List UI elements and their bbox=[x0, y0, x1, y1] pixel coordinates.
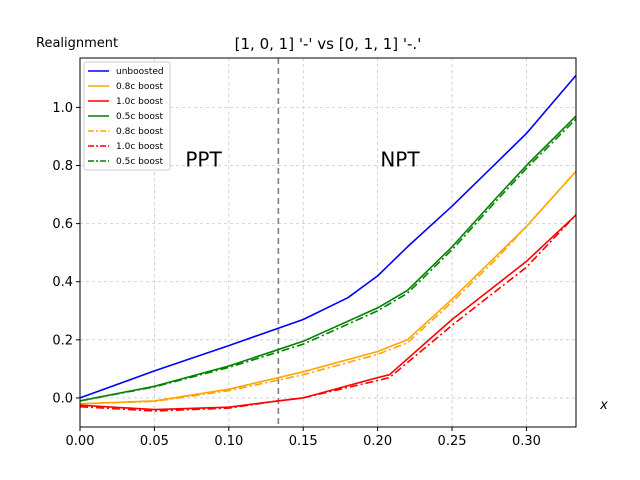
legend-label: unboosted bbox=[116, 67, 164, 77]
plot-frame bbox=[79, 57, 577, 428]
y-tick-label: 0.6 bbox=[52, 217, 73, 232]
x-axis-label: x bbox=[599, 398, 608, 413]
y-tick-label: 0.2 bbox=[52, 333, 73, 348]
series-line-6 bbox=[79, 214, 577, 412]
axis-ticks: 0.00 0.05 0.10 0.15 0.20 0.25 0.30 0.0 0.2 0.4 0.6… bbox=[52, 101, 541, 449]
legend-label: 0.5c boost bbox=[116, 112, 164, 122]
series-line-1 bbox=[79, 74, 577, 399]
series-line-3 bbox=[79, 214, 577, 411]
x-tick-label: 0.20 bbox=[363, 434, 392, 449]
chart-title: [1, 0, 1] '-' vs [0, 1, 1] '-.' bbox=[235, 35, 422, 53]
y-tick-label: 0.8 bbox=[52, 159, 73, 174]
x-tick-label: 0.00 bbox=[66, 434, 95, 449]
y-tick-label: 1.0 bbox=[52, 101, 73, 116]
npt-region-label: NPT bbox=[380, 148, 420, 172]
x-tick-label: 0.15 bbox=[289, 434, 318, 449]
legend: unboosted 0.8c boost 1.0c boost 0.5c boost 0… bbox=[83, 61, 171, 171]
legend-label: 0.5c boost bbox=[116, 157, 164, 167]
series-lines bbox=[79, 74, 577, 412]
legend-label: 1.0c boost bbox=[116, 97, 164, 107]
x-tick-label: 0.30 bbox=[512, 434, 541, 449]
series-line-5 bbox=[79, 170, 577, 405]
legend-label: 1.0c boost bbox=[116, 142, 164, 152]
legend-box bbox=[83, 61, 171, 171]
x-tick-label: 0.05 bbox=[140, 434, 169, 449]
grid bbox=[79, 58, 576, 427]
x-tick-label: 0.10 bbox=[214, 434, 243, 449]
series-line-4 bbox=[79, 115, 577, 402]
y-axis-label: Realignment bbox=[36, 36, 118, 51]
legend-label: 0.8c boost bbox=[116, 82, 164, 92]
ppt-region-label: PPT bbox=[185, 148, 222, 172]
y-tick-label: 0.0 bbox=[52, 391, 73, 406]
x-tick-label: 0.25 bbox=[438, 434, 467, 449]
legend-label: 0.8c boost bbox=[116, 127, 164, 137]
series-line-2 bbox=[79, 170, 577, 405]
y-tick-label: 0.4 bbox=[52, 275, 73, 290]
series-line-7 bbox=[79, 118, 577, 402]
